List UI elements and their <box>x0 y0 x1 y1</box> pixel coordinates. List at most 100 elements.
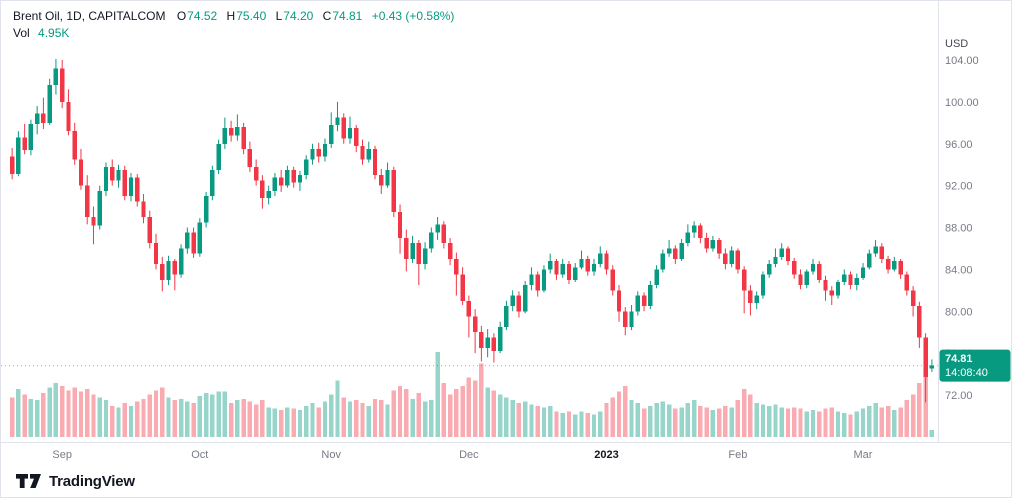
candle-body <box>854 277 859 286</box>
volume-bar <box>510 400 515 437</box>
volume-bar <box>34 400 40 437</box>
volume-bar <box>253 404 259 437</box>
volume-bar <box>604 403 609 437</box>
candle-body <box>322 143 328 157</box>
candle-body <box>97 190 102 226</box>
candle-body <box>835 281 841 296</box>
candle-body <box>873 246 878 254</box>
volume-bar <box>591 414 597 437</box>
volume-bar <box>710 410 716 437</box>
volume-bar <box>235 400 240 437</box>
volume-bar <box>59 386 65 437</box>
legend-ohlc-row: Brent Oil, 1D, CAPITALCOM O74.52 H75.40 … <box>13 8 454 25</box>
candle-body <box>541 269 547 291</box>
candle-body <box>723 253 728 265</box>
volume-bar <box>366 405 371 437</box>
symbol-title[interactable]: Brent Oil, 1D, CAPITALCOM <box>13 9 166 23</box>
volume-bar <box>247 401 253 437</box>
volume-bar <box>641 408 647 437</box>
candle-body <box>28 123 34 151</box>
volume-bar <box>629 400 634 437</box>
volume-bar <box>817 411 822 437</box>
last-price-label: 74.81 14:08:40 <box>939 349 1011 382</box>
volume-bar <box>410 398 415 437</box>
volume-bar <box>178 398 184 437</box>
candle-body <box>22 137 27 151</box>
candle-body <box>504 306 509 327</box>
candle-body <box>272 177 278 191</box>
candle-body <box>178 248 184 275</box>
volume-bar <box>679 407 684 437</box>
candle-body <box>929 365 935 369</box>
volume-bar <box>197 395 203 437</box>
candle-body <box>635 295 640 312</box>
volume-bar <box>898 407 903 437</box>
candle-body <box>666 248 672 254</box>
volume-bar <box>322 401 328 437</box>
candle-body <box>691 225 697 233</box>
candle-body <box>660 253 666 270</box>
candle-body <box>297 175 303 183</box>
candle-body <box>648 285 653 307</box>
candle-body <box>623 311 628 327</box>
candle-body <box>710 240 716 249</box>
candle-body <box>372 148 378 176</box>
candle-body <box>360 145 365 160</box>
candle-body <box>454 258 459 275</box>
candle-body <box>241 127 246 149</box>
candle-body <box>185 232 190 249</box>
time-scale[interactable]: Sep Oct Nov Dec 2023 Feb Mar <box>52 449 872 461</box>
candle-body <box>410 243 415 259</box>
candle-body <box>754 295 759 303</box>
volume-bar <box>729 407 734 437</box>
candle-body <box>748 290 753 303</box>
candle-body <box>379 175 384 186</box>
volume-bar <box>616 391 622 437</box>
tradingview-logo-icon <box>16 474 41 488</box>
candle-body <box>285 169 290 186</box>
candle-body <box>497 326 503 352</box>
candle-body <box>435 224 440 233</box>
price-chart-canvas[interactable]: USD 104.00 100.00 96.00 92.00 88.00 84.00 80.00… <box>1 1 1012 467</box>
candle-body <box>548 261 553 270</box>
volume-bar <box>660 401 666 437</box>
candle-body <box>203 196 209 223</box>
candle-body <box>785 248 791 261</box>
candle-body <box>304 159 309 176</box>
volume-bar <box>78 391 84 437</box>
candle-body <box>560 264 565 275</box>
candle-body <box>685 232 691 244</box>
change-value: +0.43 (+0.58%) <box>371 9 455 23</box>
volume-bar <box>598 411 603 437</box>
volume-bar <box>435 352 440 437</box>
volume-bar <box>835 411 841 437</box>
volume-bar <box>623 386 628 437</box>
volume-bar <box>379 400 384 437</box>
last-price-value: 74.81 <box>945 353 973 365</box>
volume-bar <box>848 414 853 437</box>
candle-body <box>466 300 472 317</box>
volume-bar <box>541 407 547 437</box>
volume-bar <box>485 387 490 437</box>
volume-bar <box>360 403 365 437</box>
candle-body <box>110 166 115 181</box>
price-scale[interactable]: USD 104.00 100.00 96.00 92.00 88.00 84.00 80.00… <box>945 38 979 402</box>
volume-bar <box>22 394 27 437</box>
volume-bar <box>779 407 784 437</box>
tradingview-logo[interactable]: TradingView <box>15 473 135 490</box>
volume-bar <box>635 403 640 437</box>
candle-body <box>510 295 515 307</box>
volume-bar <box>278 410 284 437</box>
candle-body <box>128 177 134 197</box>
volume-bar <box>116 407 121 437</box>
volume-bar <box>560 412 565 437</box>
candle-body <box>810 264 816 272</box>
volume-bar <box>810 410 816 437</box>
volume-bar <box>648 405 653 437</box>
candle-body <box>341 117 346 139</box>
volume-bar <box>548 405 553 437</box>
candle-body <box>641 295 647 307</box>
candle-body <box>354 128 359 146</box>
volume-bar <box>698 405 703 437</box>
